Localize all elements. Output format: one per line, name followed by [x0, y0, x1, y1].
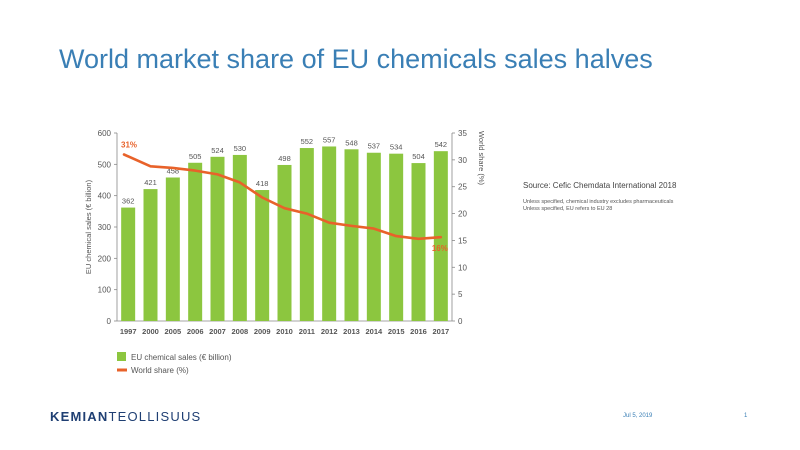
bar	[299, 148, 314, 321]
bar-value-label: 524	[211, 146, 224, 155]
x-tick-label: 2007	[209, 327, 226, 336]
y-tick-label: 0	[107, 317, 112, 326]
annotation-start: 31%	[121, 140, 137, 149]
bar	[121, 207, 136, 321]
x-tick-label: 2009	[254, 327, 271, 336]
world-share-line	[122, 153, 443, 241]
bar	[255, 190, 270, 321]
legend-bar-label: EU chemical sales (€ billion)	[131, 353, 232, 362]
bar	[277, 164, 292, 321]
bar-value-label: 548	[345, 138, 358, 147]
x-tick-label: 2017	[432, 327, 449, 336]
y-tick-label: 500	[98, 160, 112, 169]
bar-value-label: 534	[390, 143, 403, 152]
bar	[411, 163, 426, 321]
x-tick-label: 2008	[231, 327, 248, 336]
note-pharma: Unless specified, chemical industry excl…	[523, 199, 674, 205]
x-tick-label: 2016	[410, 327, 427, 336]
company-logo: KEMIANTEOLLISUUS	[50, 409, 201, 424]
logo-part1: KEMIAN	[50, 409, 109, 424]
bar-value-label: 530	[234, 144, 247, 153]
bar-value-label: 418	[256, 179, 269, 188]
y-tick-label: 600	[98, 129, 112, 138]
bar	[344, 149, 359, 321]
y2-tick-label: 5	[458, 290, 463, 299]
bar	[366, 152, 381, 321]
x-tick-label: 2000	[142, 327, 159, 336]
y-tick-label: 400	[98, 192, 112, 201]
x-tick-label: 2006	[187, 327, 204, 336]
annotation-end: 16%	[432, 244, 448, 253]
bar	[188, 162, 203, 321]
bar	[165, 177, 180, 321]
bar-value-label: 505	[189, 152, 202, 161]
x-tick-label: 2011	[299, 327, 315, 336]
logo-part2: TEOLLISUUS	[108, 409, 202, 424]
bar-value-label: 537	[368, 142, 381, 151]
x-tick-label: 2012	[321, 327, 338, 336]
y2-tick-label: 20	[458, 210, 467, 219]
y2-tick-label: 35	[458, 129, 467, 138]
slide-title: World market share of EU chemicals sales…	[59, 44, 653, 74]
x-tick-label: 2013	[343, 327, 360, 336]
bar-value-label: 557	[323, 135, 336, 144]
bar-value-label: 362	[122, 197, 135, 206]
bar	[210, 156, 225, 321]
x-tick-label: 2014	[365, 327, 383, 336]
bar-value-label: 552	[301, 137, 314, 146]
y2-tick-label: 10	[458, 263, 467, 272]
source-text: Source: Cefic Chemdata International 201…	[523, 181, 677, 190]
note-eu: Unless specified, EU refers to EU 28	[523, 206, 613, 212]
footer-date: Jul 5, 2019	[623, 413, 653, 419]
y-tick-label: 100	[98, 286, 112, 295]
legend-line-label: World share (%)	[131, 366, 189, 375]
y2-tick-label: 30	[458, 156, 467, 165]
bar-value-label: 421	[144, 178, 157, 187]
bar-value-label: 498	[278, 154, 291, 163]
y2-tick-label: 25	[458, 183, 467, 192]
y2-tick-label: 0	[458, 317, 463, 326]
y-tick-label: 200	[98, 254, 112, 263]
bar-value-label: 504	[412, 152, 425, 161]
x-tick-label: 2015	[388, 327, 405, 336]
bar	[232, 154, 247, 321]
x-tick-label: 2010	[276, 327, 293, 336]
page-number: 1	[744, 413, 748, 419]
x-tick-label: 1997	[120, 327, 137, 336]
y-axis-title: EU chemical sales (€ billion)	[84, 179, 93, 274]
y2-axis-title: World share (%)	[477, 131, 486, 186]
bar-value-label: 542	[435, 140, 448, 149]
bar-value-label: 458	[167, 166, 180, 175]
y-tick-label: 300	[98, 223, 112, 232]
bar	[322, 146, 337, 321]
x-tick-label: 2005	[164, 327, 181, 336]
y2-tick-label: 15	[458, 236, 467, 245]
bar	[143, 189, 158, 321]
legend-bar-swatch	[117, 352, 126, 361]
